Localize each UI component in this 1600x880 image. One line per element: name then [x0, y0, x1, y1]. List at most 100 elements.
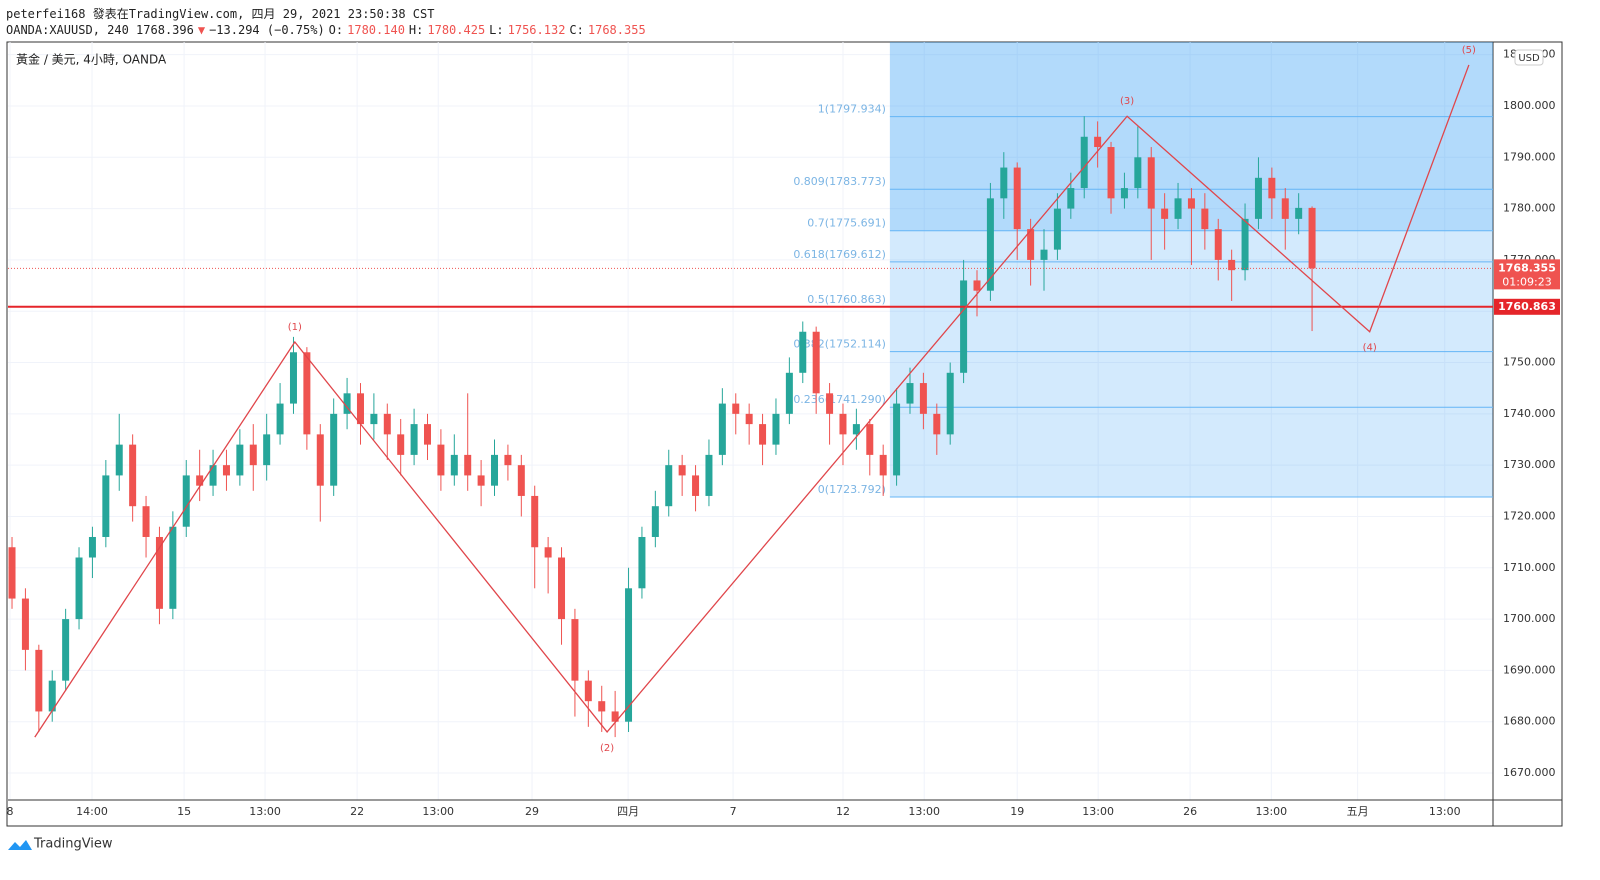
candle-body [1174, 198, 1182, 219]
candle-body [491, 454, 499, 486]
fib-label: 0.809(1783.773) [793, 175, 886, 188]
candle-body [1308, 207, 1316, 269]
candle-body [155, 536, 163, 609]
y-tick-label: 1740.000 [1503, 407, 1556, 420]
candle-body [692, 475, 700, 496]
candle-body [169, 526, 177, 609]
fib-label: 1(1797.934) [818, 103, 886, 116]
candle-body [249, 444, 257, 466]
hline-badge [1494, 298, 1560, 315]
y-tick-label: 1710.000 [1503, 561, 1556, 574]
candle-body [115, 444, 123, 476]
y-tick-label: 1790.000 [1503, 150, 1556, 163]
y-tick-label: 1800.000 [1503, 99, 1556, 112]
x-tick-label: 13:00 [1429, 805, 1461, 818]
candle-body [129, 444, 137, 507]
candle-body [464, 454, 472, 476]
candle-body [8, 547, 16, 599]
wave-label: (1) [288, 322, 302, 333]
candle-body [1147, 157, 1155, 209]
candle-body [745, 413, 753, 425]
candle-body [1053, 208, 1061, 250]
candle-body [799, 331, 807, 373]
x-tick-label: 14:00 [76, 805, 108, 818]
chart-title: 黃金 / 美元, 4小時, OANDA [16, 52, 167, 67]
currency-badge [1514, 49, 1544, 66]
candle-body [504, 454, 512, 466]
countdown: 01:09:23 [1502, 275, 1551, 288]
candle-body [1027, 229, 1035, 260]
candle-body [423, 424, 431, 445]
wave-label: (2) [600, 743, 614, 754]
x-tick-label: 13:00 [1255, 805, 1287, 818]
wave-label: (3) [1120, 96, 1134, 107]
x-tick-label: 26 [1183, 805, 1197, 818]
candle-body [437, 444, 445, 476]
candle-body [531, 495, 539, 548]
candle-body [330, 413, 338, 486]
candle-body [893, 403, 901, 476]
candle-body [678, 465, 686, 476]
header: peterfei168 發表在TradingView.com, 四月 29, 2… [6, 6, 650, 38]
currency: USD [1518, 53, 1540, 64]
brand: TradingView [33, 837, 113, 852]
candle-body [209, 465, 217, 486]
candle-body [1080, 136, 1088, 189]
candle-body [383, 413, 391, 435]
candle-body [1000, 167, 1008, 199]
y-tick-label: 1750.000 [1503, 356, 1556, 369]
y-tick-label: 1780.000 [1503, 202, 1556, 215]
x-tick-label: 13:00 [422, 805, 454, 818]
hline-label: 1760.863 [1498, 300, 1556, 313]
candle-body [48, 680, 56, 712]
candle-body [852, 424, 860, 435]
y-tick-label: 1730.000 [1503, 458, 1556, 471]
candle-body [1134, 157, 1142, 189]
candle-body [1295, 207, 1303, 219]
quote-part: O: [328, 23, 344, 37]
candle-body [625, 588, 633, 722]
candle-body [517, 465, 525, 496]
candle-body [1107, 147, 1115, 199]
candle-body [826, 393, 834, 414]
candle-body [142, 506, 150, 537]
candle-body [303, 352, 311, 435]
quote-part: −13.294 (−0.75%) [209, 23, 325, 37]
candle-body [558, 557, 566, 620]
quote-part: 1756.132 [507, 23, 566, 37]
candle-body [571, 619, 579, 681]
candle-body [611, 711, 619, 722]
candle-body [718, 403, 726, 455]
candle-body [1214, 229, 1222, 260]
candle-body [276, 403, 284, 435]
candle-body [75, 557, 83, 620]
x-tick-label: 19 [1010, 805, 1024, 818]
x-tick-label: 7 [730, 805, 737, 818]
candle-body [21, 598, 29, 650]
x-tick-label: 13:00 [249, 805, 281, 818]
y-tick-label: 1700.000 [1503, 612, 1556, 625]
candle-body [705, 454, 713, 496]
last-price-label: 1768.355 [1498, 261, 1556, 274]
x-tick-label: 15 [177, 805, 191, 818]
quote: OANDA:XAUUSD, 240 1768.396 ▼ −13.294 (−0.7… [6, 22, 650, 38]
fib-label: 0.382(1752.114) [793, 338, 886, 351]
candle-body [772, 413, 780, 445]
fib-zone [889, 230, 1493, 498]
candle-body [1187, 198, 1195, 209]
quote-part: 1768.355 [587, 23, 646, 37]
byline: peterfei168 發表在TradingView.com, 四月 29, 2… [6, 7, 435, 21]
quote-part: C: [569, 23, 584, 37]
fib-label: 0(1723.792) [818, 483, 886, 496]
candle-body [410, 424, 418, 455]
candle-body [960, 280, 968, 373]
candle-body [370, 413, 378, 425]
candle-body [222, 465, 230, 476]
candle-body [1120, 188, 1128, 199]
y-tick-label: 1720.000 [1503, 509, 1556, 522]
candle-body [343, 393, 351, 414]
fib-label: 0.7(1775.691) [807, 217, 886, 230]
candle-body [450, 454, 458, 476]
candle-body [182, 475, 190, 527]
